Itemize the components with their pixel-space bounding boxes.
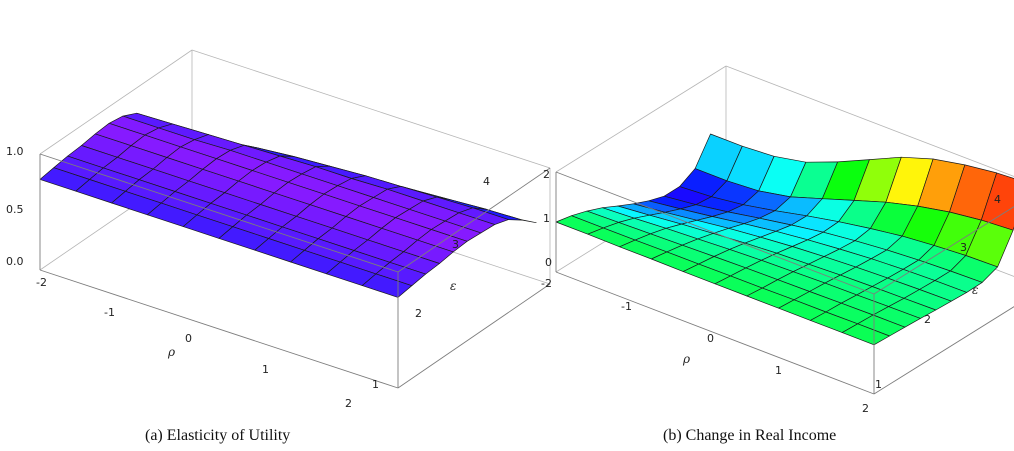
- y-axis-label-a: ε: [450, 279, 456, 293]
- y-tick-b-2: 3: [960, 241, 967, 254]
- surface-a: [39, 112, 537, 298]
- box-edge: [725, 65, 1014, 177]
- plot-box-front-b: [555, 171, 1014, 395]
- surface-b: [555, 133, 1014, 346]
- box-edge: [39, 153, 399, 273]
- chart-a: 0.0 0.5 1.0 -2 -1 0 1 2 ρ 1 2 3 4 ε (a) …: [6, 49, 551, 444]
- y-tick-a-0: 1: [372, 378, 379, 391]
- x-axis-label-b: ρ: [682, 352, 690, 366]
- chart-b: 0 1 2 -2 -1 0 1 2 ρ 1 2 3 4 ε (b) Change…: [541, 65, 1014, 444]
- x-tick-a-2: 0: [185, 332, 192, 345]
- x-tick-b-4: 2: [862, 402, 869, 415]
- x-tick-a-0: -2: [36, 276, 47, 289]
- z-tick-b-2: 2: [543, 168, 550, 181]
- box-edge: [39, 269, 399, 389]
- x-tick-b-0: -2: [541, 277, 552, 290]
- x-tick-a-3: 1: [262, 363, 269, 376]
- x-tick-a-1: -1: [104, 306, 115, 319]
- box-edge: [555, 171, 875, 295]
- box-edge: [397, 167, 551, 273]
- y-tick-b-1: 2: [924, 313, 931, 326]
- box-edge: [555, 271, 875, 395]
- x-tick-b-1: -1: [621, 300, 632, 313]
- z-tick-b-0: 0: [545, 256, 552, 269]
- x-tick-b-3: 1: [775, 364, 782, 377]
- box-edge: [191, 49, 551, 169]
- plot-box-front-a: [39, 153, 551, 389]
- box-edge: [873, 306, 1014, 395]
- z-tick-a-0: 0.0: [6, 255, 24, 268]
- x-tick-a-4: 2: [345, 397, 352, 410]
- y-tick-b-3: 4: [994, 193, 1001, 206]
- y-tick-a-1: 2: [415, 307, 422, 320]
- x-tick-b-2: 0: [707, 332, 714, 345]
- surface-patch: [841, 323, 890, 346]
- z-tick-a-1: 0.5: [6, 203, 24, 216]
- box-edge: [873, 206, 1014, 295]
- x-axis-label-a: ρ: [167, 345, 175, 359]
- y-axis-label-b: ε: [972, 283, 978, 297]
- surface-patch: [361, 273, 413, 298]
- box-edge: [555, 65, 727, 173]
- z-tick-a-2: 1.0: [6, 145, 24, 158]
- caption-a: (a) Elasticity of Utility: [145, 427, 290, 444]
- box-edge: [39, 49, 193, 155]
- y-tick-a-3: 4: [483, 175, 490, 188]
- y-tick-b-0: 1: [875, 378, 882, 391]
- caption-b: (b) Change in Real Income: [663, 427, 836, 444]
- y-tick-a-2: 3: [452, 238, 459, 251]
- box-edge: [397, 283, 551, 389]
- z-tick-b-1: 1: [543, 212, 550, 225]
